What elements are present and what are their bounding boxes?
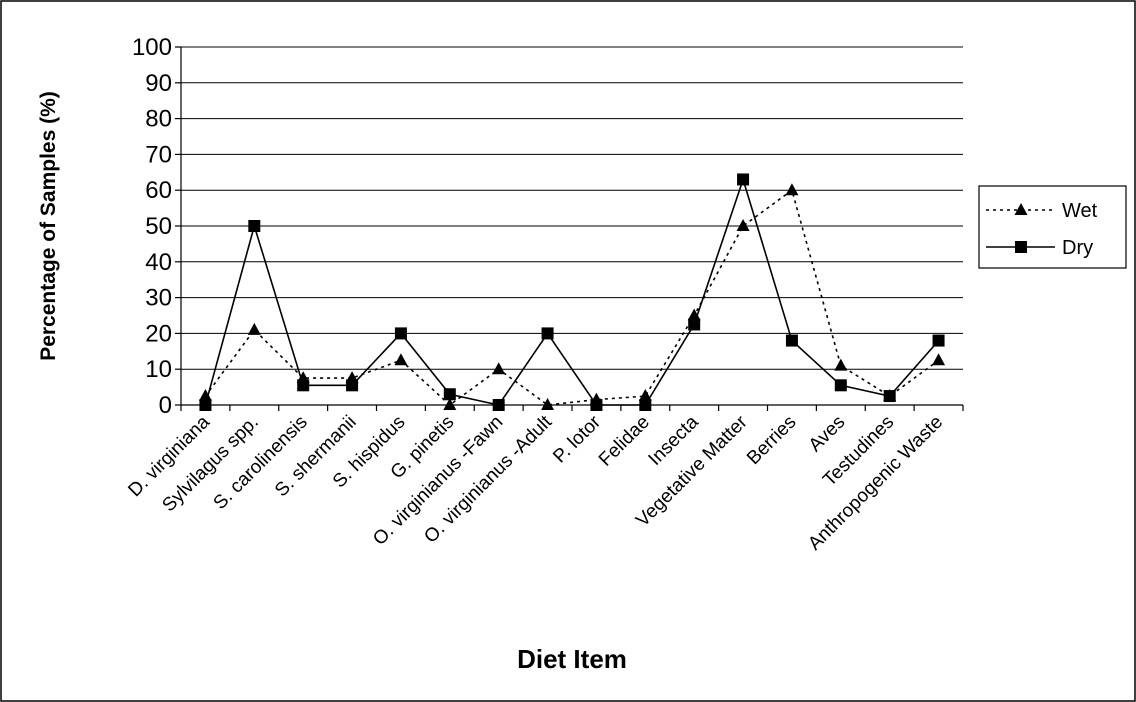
legend-marker-dry xyxy=(1015,241,1027,253)
legend-box xyxy=(978,185,1127,269)
series-line-dry xyxy=(204,176,940,406)
legend: Wet Dry xyxy=(978,185,1127,269)
data-point-dry xyxy=(785,334,798,347)
legend-marker-wet xyxy=(1014,203,1028,215)
y-tick-label: 20 xyxy=(145,320,172,347)
data-point-dry xyxy=(883,390,896,403)
data-point-wet xyxy=(785,183,799,196)
data-point-dry xyxy=(394,327,407,340)
data-point-dry xyxy=(248,220,261,232)
x-axis-title: Diet Item xyxy=(517,644,627,674)
data-point-wet xyxy=(394,353,408,366)
data-point-dry xyxy=(834,379,847,392)
legend-label-dry: Dry xyxy=(1062,237,1093,259)
y-tick-label: 80 xyxy=(145,106,172,133)
y-tick-label: 10 xyxy=(145,356,172,383)
y-tick-label: 50 xyxy=(145,213,172,240)
y-tick-label: 0 xyxy=(159,392,172,419)
y-tick-label: 60 xyxy=(145,177,172,204)
legend-label-wet: Wet xyxy=(1062,200,1098,222)
axes-layer xyxy=(175,46,964,411)
data-point-dry xyxy=(297,379,310,392)
data-point-wet xyxy=(932,353,946,366)
data-point-dry xyxy=(932,334,945,347)
data-point-wet xyxy=(687,308,701,321)
data-point-dry xyxy=(688,318,701,331)
y-tick-label: 100 xyxy=(132,34,172,61)
data-point-dry xyxy=(199,399,212,411)
data-point-wet xyxy=(247,322,261,335)
y-tick-label: 90 xyxy=(145,70,172,97)
data-point-dry xyxy=(492,399,505,411)
data-point-dry xyxy=(590,399,603,411)
data-point-wet xyxy=(541,398,555,410)
y-tick-label: 30 xyxy=(145,285,172,312)
data-point-dry xyxy=(737,173,750,186)
grid-layer xyxy=(181,46,963,370)
data-point-dry xyxy=(346,379,359,392)
data-point-dry xyxy=(541,327,554,340)
data-point-wet xyxy=(443,398,457,410)
y-axis-title: Percentage of Samples (%) xyxy=(37,91,60,361)
series-layer xyxy=(198,173,946,411)
data-point-dry xyxy=(443,388,456,401)
data-point-wet xyxy=(638,389,652,402)
data-point-wet xyxy=(198,389,212,402)
y-tick-label: 70 xyxy=(145,141,172,168)
data-point-wet xyxy=(736,219,750,231)
data-point-dry xyxy=(639,399,652,411)
series-line-wet xyxy=(204,188,940,407)
data-point-wet xyxy=(834,358,848,371)
y-tick-label: 40 xyxy=(145,249,172,276)
data-point-wet xyxy=(492,362,506,375)
